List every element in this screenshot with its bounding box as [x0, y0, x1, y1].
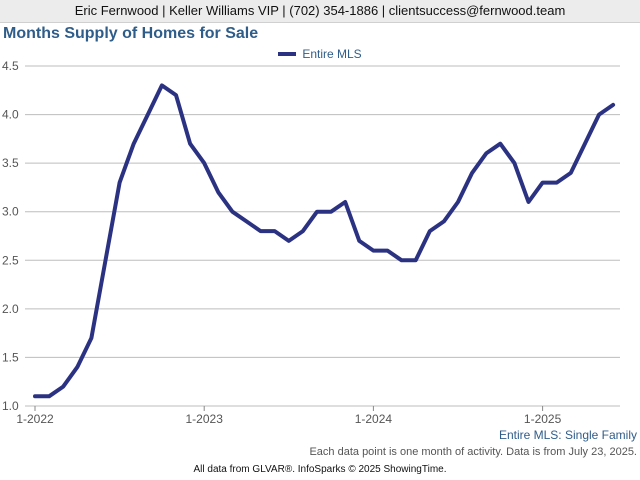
y-tick-label: 3.0	[2, 205, 19, 219]
chart-subtitle: Entire MLS: Single Family	[498, 428, 637, 442]
legend-swatch-entire-mls	[278, 51, 297, 56]
data-note: Each data point is one month of activity…	[309, 446, 637, 458]
chart-legend: Entire MLS	[0, 47, 640, 61]
source-footer: All data from GLVAR®. InfoSparks © 2025 …	[193, 464, 447, 475]
x-tick-label: 1-2023	[186, 412, 224, 426]
y-tick-label: 4.0	[2, 108, 19, 122]
y-tick-label: 4.5	[2, 59, 19, 73]
chart-title: Months Supply of Homes for Sale	[3, 25, 259, 42]
series-line-entire-mls	[33, 83, 616, 399]
y-tick-label: 1.5	[2, 350, 19, 364]
legend-label-entire-mls: Entire MLS	[302, 47, 362, 61]
y-tick-label: 1.0	[2, 399, 19, 413]
x-tick-label: 1-2022	[16, 412, 54, 426]
x-tick-label: 1-2024	[355, 412, 393, 426]
y-tick-label: 2.0	[2, 302, 19, 316]
x-tick-label: 1-2025	[524, 412, 562, 426]
y-tick-label: 3.5	[2, 156, 19, 170]
y-tick-label: 2.5	[2, 253, 19, 267]
contact-bar: Eric Fernwood | Keller Williams VIP | (7…	[0, 0, 640, 23]
